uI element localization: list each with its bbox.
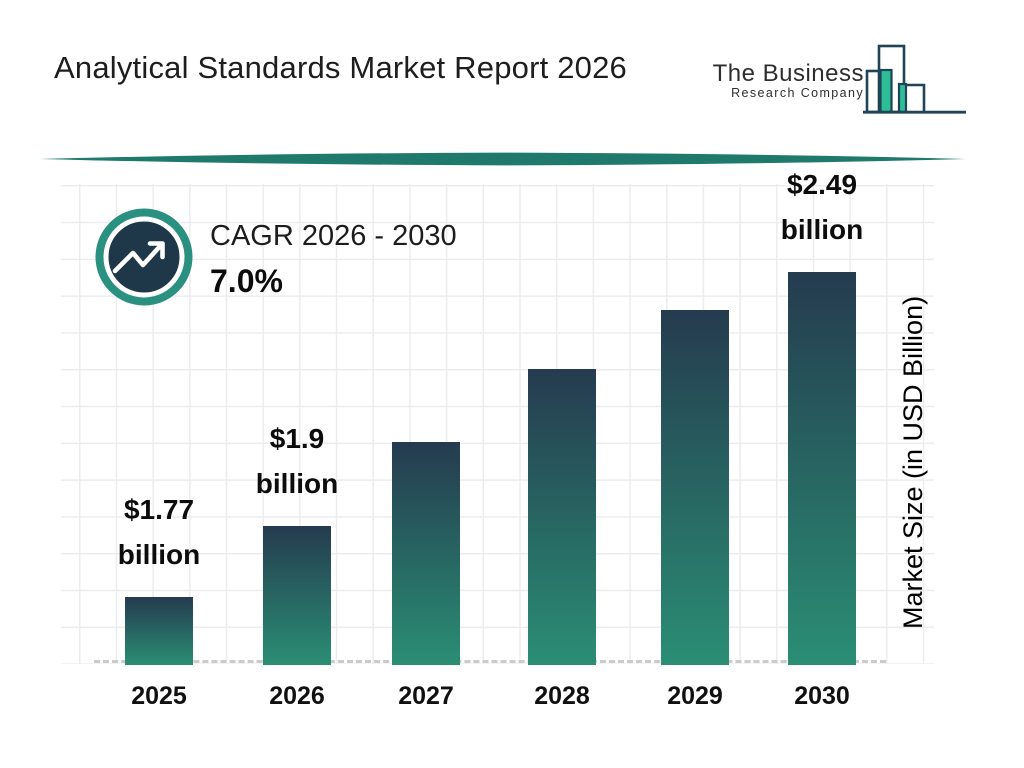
x-axis-label-2028: 2028 — [534, 682, 590, 710]
bar-2030 — [788, 272, 856, 665]
cagr-period-label: CAGR 2026 - 2030 — [210, 220, 457, 252]
value-label-2025: $1.77 billion — [117, 494, 201, 570]
bar-2025 — [125, 597, 193, 665]
page-title: Analytical Standards Market Report 2026 — [54, 50, 627, 85]
x-axis-label-2025: 2025 — [131, 682, 187, 710]
y-axis-label: Market Size (in USD Billion) — [898, 295, 928, 629]
company-logo-text: The Business Research Company — [706, 62, 864, 101]
company-logo-name: The Business — [712, 60, 864, 87]
value-label-2030: $2.49 billion — [780, 169, 864, 245]
bar-2027 — [392, 442, 460, 665]
bar-2026 — [263, 526, 331, 665]
trending-up-badge-icon — [95, 208, 193, 306]
divider-line — [40, 152, 966, 166]
company-logo-subname: Research Company — [731, 86, 864, 100]
cagr-value: 7.0% — [210, 263, 283, 299]
x-axis-label-2027: 2027 — [398, 682, 454, 710]
company-logo: The Business Research Company — [706, 40, 976, 125]
x-axis-label-2030: 2030 — [794, 682, 850, 710]
x-axis-label-2029: 2029 — [667, 682, 723, 710]
chart-baseline-dashed — [94, 660, 886, 663]
bar-chart-logo-icon — [863, 44, 966, 114]
bar-2029 — [661, 310, 729, 665]
value-label-2026: $1.9 billion — [255, 423, 339, 499]
bar-2028 — [528, 369, 596, 665]
x-axis-label-2026: 2026 — [269, 682, 325, 710]
